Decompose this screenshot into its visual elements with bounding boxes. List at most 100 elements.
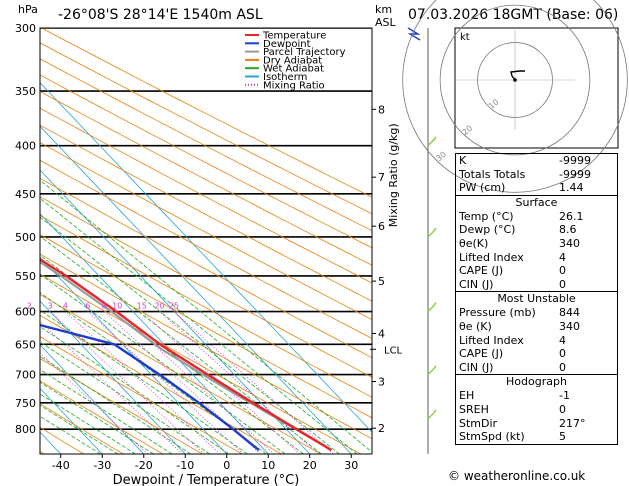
temperature-tick-label: -10 [176,459,194,472]
dry-adiabat-line [40,273,362,454]
hodograph-row: StmDir 217° [456,417,617,431]
temperature-tick-label: -40 [52,459,70,472]
km-tick-label: 8 [378,103,385,116]
datetime-title: 07.03.2026 18GMT (Base: 06) [408,7,619,23]
index-row: K -9999 [456,154,617,168]
wet-adiabat-line [40,179,372,453]
km-tick-label: 5 [378,275,385,288]
most-unstable-section: Most Unstable Pressure (mb) 844 θe (K) 340 L… [456,291,617,374]
dry-adiabat-line [41,28,372,198]
surface-label: Temp (°C) [459,209,514,223]
dry-adiabat-line [40,293,322,454]
hodograph-unit-label: kt [460,32,470,43]
hodograph-ring [439,4,591,156]
wet-adiabat-line [40,273,286,454]
dry-adiabat-line [40,107,372,284]
wet-adiabat-line [40,197,358,454]
isotherm-line [40,300,186,454]
most-unstable-value: 0 [559,360,566,374]
hodograph-storm-motion [513,78,517,82]
x-axis-label: Dewpoint / Temperature (°C) [113,473,300,486]
dewpoint-line [40,323,260,452]
surface-label: CIN (J) [459,277,494,291]
index-row: Totals Totals -9999 [456,168,617,182]
temperature-line [40,257,333,452]
surface-label: CAPE (J) [459,264,504,278]
wet-adiabat-line [40,309,248,454]
dry-adiabat-line [40,124,372,302]
most-unstable-label: Lifted Index [459,333,524,347]
hodograph-label: SREH [459,402,489,416]
most-unstable-label: CIN (J) [459,360,494,374]
surface-row: CAPE (J) 0 [456,264,617,278]
most-unstable-row: Pressure (mb) 844 [456,306,617,320]
surface-value: 0 [559,277,566,291]
mixing-ratio-label: 6 [85,302,90,311]
hodograph-value: 0 [559,402,566,416]
dry-adiabat-line [40,58,372,232]
km-tick-label: 2 [378,422,385,435]
temperature-tick-label: 10 [261,459,275,472]
hodograph-trace [510,70,525,81]
hodograph-frame [454,27,619,149]
mixing-ratio-line [159,311,319,454]
legend-label: Mixing Ratio [263,80,325,91]
most-unstable-row: Lifted Index 4 [456,334,617,348]
wet-adiabat-line [40,393,136,454]
wet-adiabat-line [40,254,304,454]
surface-row: Dewp (°C) 8.6 [456,223,617,237]
index-value: 1.44 [559,181,584,195]
most-unstable-label: Pressure (mb) [459,306,536,320]
km-unit-label: km [375,3,393,16]
wet-adiabat-line [40,292,267,454]
index-value: -9999 [559,167,591,181]
isotherm-line [40,169,311,454]
most-unstable-value: 340 [559,319,580,333]
mixing-ratio-label: 3 [48,302,53,311]
legend-label: Temperature [262,31,326,42]
plot-frame [39,27,373,455]
mixing-ratio-line [65,311,221,454]
most-unstable-value: 4 [559,333,566,347]
legend-label: Parcel Trajectory [263,47,346,58]
hodograph-label: EH [459,389,475,403]
wind-barb [427,365,437,376]
pressure-tick-label: 650 [15,338,36,351]
index-row: PW (cm) 1.44 [456,181,617,195]
wet-adiabat-line [40,216,340,454]
hodograph-value: 5 [559,430,566,444]
wind-barb [427,136,437,147]
pressure-tick-label: 800 [15,423,36,436]
km-tick-label: 6 [378,220,385,233]
surface-label: θe(K) [459,236,489,250]
mixing-ratio-line [49,311,205,454]
wind-barb-top [407,27,421,41]
pressure-tick-label: 350 [15,85,36,98]
surface-value: 0 [559,264,566,278]
isotherm-line [40,125,352,454]
hodograph-label: StmSpd (kt) [459,430,525,444]
dry-adiabat-line [0,28,4,454]
dry-adiabat-line [40,253,372,440]
hodograph-title: Hodograph [506,375,567,389]
surface-row: Temp (°C) 26.1 [456,210,617,224]
most-unstable-row: θe (K) 340 [456,320,617,334]
mixing-ratio-label: 4 [63,302,68,311]
mixing-ratio-line [141,311,300,454]
mixing-ratio-label: 8 [102,302,107,311]
pressure-tick-label: 550 [15,270,36,283]
mixing-ratio-label: 20 [155,302,165,311]
hpa-unit-label: hPa [18,3,38,16]
km-tick-label: 4 [378,327,385,340]
dry-adiabat-line [40,380,164,454]
index-label: Totals Totals [459,167,526,181]
dry-adiabat-line [40,42,372,215]
dry-adiabat-line [40,91,372,266]
isotherm-line [40,344,145,454]
most-unstable-row: CAPE (J) 0 [456,347,617,361]
dry-adiabat-line [40,159,372,339]
most-unstable-title: Most Unstable [497,292,576,306]
temperature-tick-label: -20 [135,459,153,472]
km-tick-label: 3 [378,376,385,389]
